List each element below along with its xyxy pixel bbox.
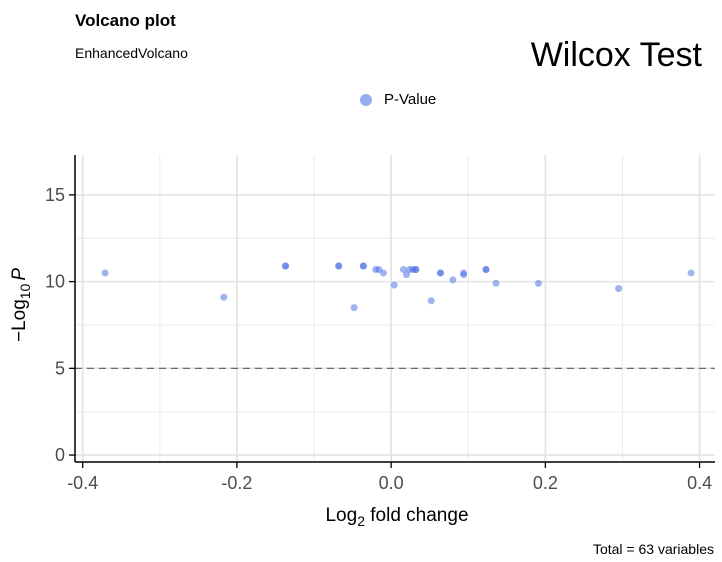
x-tick-label: 0.4	[687, 473, 712, 493]
x-tick-label: -0.2	[221, 473, 252, 493]
data-point	[335, 262, 343, 270]
data-point	[687, 269, 695, 277]
data-point	[379, 269, 387, 277]
legend-label: P-Value	[384, 91, 437, 108]
plot-title: Wilcox Test	[530, 36, 702, 74]
caption: Total = 63 variables	[592, 541, 714, 557]
data-point	[482, 265, 490, 273]
chart-subtitle: EnhancedVolcano	[75, 45, 188, 61]
data-point	[427, 297, 435, 305]
chart-title: Volcano plot	[75, 11, 176, 30]
y-tick-label: 0	[55, 445, 65, 465]
data-points	[101, 262, 695, 312]
y-tick-label: 10	[45, 272, 65, 292]
data-point	[220, 293, 228, 301]
y-tick-label: 5	[55, 358, 65, 378]
data-point	[615, 285, 623, 293]
x-axis-ticks: -0.4 -0.2 0.0 0.2 0.4	[67, 462, 712, 493]
grid-lines	[75, 155, 715, 462]
data-point	[390, 281, 398, 289]
x-tick-label: -0.4	[67, 473, 98, 493]
data-point	[534, 279, 542, 287]
data-point	[412, 265, 420, 273]
data-point	[436, 269, 444, 277]
data-point	[350, 304, 358, 312]
data-point	[282, 262, 290, 270]
data-point	[449, 276, 457, 284]
data-point	[399, 265, 407, 273]
data-point	[403, 271, 411, 279]
data-point	[101, 269, 109, 277]
legend: P-Value	[360, 91, 436, 108]
x-axis-title: Log2 fold change	[325, 505, 468, 529]
data-point	[492, 279, 500, 287]
y-axis-ticks: 0 5 10 15	[45, 185, 75, 465]
x-tick-label: 0.0	[379, 473, 404, 493]
data-point	[359, 262, 367, 270]
y-axis-title: −Log10P	[9, 268, 33, 342]
legend-marker	[360, 93, 372, 106]
data-point	[460, 269, 468, 277]
y-tick-label: 15	[45, 185, 65, 205]
x-tick-label: 0.2	[533, 473, 558, 493]
